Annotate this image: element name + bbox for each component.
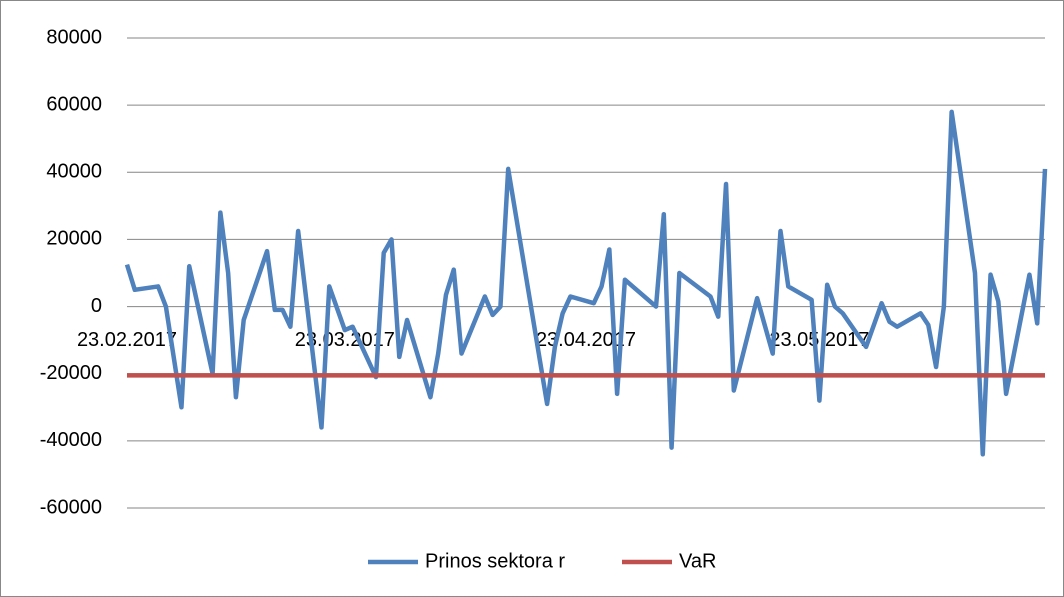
y-tick-label: -20000 bbox=[40, 362, 102, 384]
legend-label: Prinos sektora r bbox=[425, 550, 565, 572]
y-tick-label: 60000 bbox=[46, 93, 102, 115]
x-tick-label: 23.05.2017 bbox=[769, 329, 869, 351]
y-tick-label: -60000 bbox=[40, 496, 102, 518]
series-line bbox=[124, 109, 1048, 457]
legend-label: VaR bbox=[679, 550, 716, 572]
x-tick-label: 23.04.2017 bbox=[536, 329, 636, 351]
y-tick-label: 20000 bbox=[46, 228, 102, 250]
y-tick-label: 80000 bbox=[46, 26, 102, 48]
y-tick-label: -40000 bbox=[40, 429, 102, 451]
y-tick-label: 40000 bbox=[46, 161, 102, 183]
x-tick-label: 23.03.2017 bbox=[295, 329, 395, 351]
x-tick-label: 23.02.2017 bbox=[77, 329, 177, 351]
y-tick-label: 0 bbox=[91, 295, 102, 317]
